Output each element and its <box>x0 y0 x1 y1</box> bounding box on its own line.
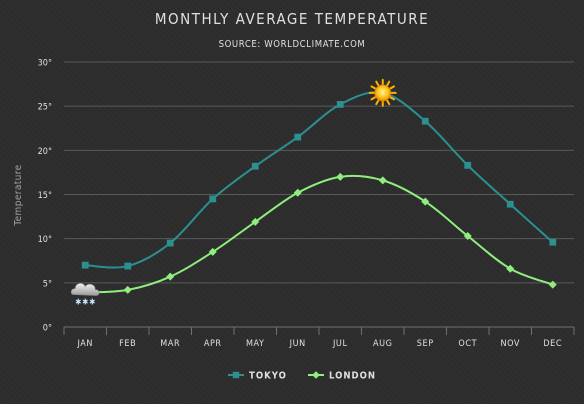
data-point-tokyo <box>294 133 302 141</box>
data-point-tokyo <box>336 101 344 108</box>
series-line-tokyo <box>85 91 554 269</box>
x-tick-label: DEC <box>543 339 562 349</box>
data-point-london <box>421 197 430 206</box>
series-layer <box>81 91 557 294</box>
sun-ray <box>375 80 380 87</box>
legend-label-tokyo: TOKYO <box>249 371 287 382</box>
legend-label-london: LONDON <box>329 371 376 382</box>
chart-subtitle: SOURCE: WORLDCLIMATE.COM <box>219 39 366 50</box>
sun-icon <box>368 78 397 107</box>
y-axis-title: Temperature <box>13 164 24 226</box>
x-axis: JAN FEB MAR APR MAY JUN JUL AUG SEP OCT NOV DEC <box>63 327 575 349</box>
sun-ray <box>370 85 377 90</box>
y-tick-label: 25° <box>38 103 52 113</box>
data-point-tokyo <box>251 162 259 170</box>
sun-ray <box>385 98 391 106</box>
data-point-tokyo <box>209 195 217 203</box>
data-point-london <box>378 176 387 185</box>
legend-marker-london <box>312 371 320 379</box>
data-point-tokyo <box>166 239 174 247</box>
data-point-london <box>123 285 132 294</box>
legend-item-london[interactable]: LONDON <box>308 371 376 382</box>
y-tick-label: 0° <box>43 324 52 334</box>
series-london <box>85 172 557 294</box>
grid-lines <box>64 61 574 328</box>
annotation-layer: ✱ ✱ ✱ <box>70 78 397 307</box>
x-tick-label: AUG <box>373 339 393 349</box>
snowflake-icon: ✱ <box>89 298 95 307</box>
x-tick-label: JUL <box>332 339 348 349</box>
sun-ray <box>385 80 391 87</box>
y-tick-label: 5° <box>43 279 52 289</box>
data-point-london <box>208 247 217 256</box>
y-tick-label: 10° <box>38 235 52 245</box>
data-point-london <box>506 264 515 273</box>
data-point-london <box>251 217 260 226</box>
x-tick-label: FEB <box>119 339 136 349</box>
data-point-tokyo <box>549 238 557 246</box>
data-point-tokyo <box>81 261 89 269</box>
data-point-london <box>463 232 472 241</box>
data-point-london <box>548 280 557 289</box>
data-point-tokyo <box>124 262 132 270</box>
legend-item-tokyo[interactable]: TOKYO <box>228 371 287 382</box>
x-tick-label: MAR <box>160 339 180 349</box>
snowflake-icon: ✱ <box>75 298 81 307</box>
x-tick-label: JUN <box>289 339 306 349</box>
y-axis: 0° 5° 10° 15° 20° 25° 30° <box>38 59 52 334</box>
x-tick-label: NOV <box>500 339 520 349</box>
y-tick-label: 15° <box>38 191 52 201</box>
snow-cloud-icon: ✱ ✱ ✱ <box>70 283 100 307</box>
data-point-london <box>336 172 345 181</box>
sun-ray <box>375 98 380 106</box>
legend-marker-tokyo <box>232 371 240 379</box>
data-point-tokyo <box>421 117 429 125</box>
snowflake-icon: ✱ <box>82 298 88 307</box>
legend[interactable]: TOKYO LONDON <box>228 371 376 382</box>
series-tokyo <box>81 91 557 270</box>
sun-ray <box>370 95 377 101</box>
x-tick-label: JAN <box>76 339 93 349</box>
x-tick-label: MAY <box>246 339 265 349</box>
data-point-london <box>166 272 175 281</box>
data-point-london <box>293 188 302 197</box>
sun-ray <box>388 95 396 101</box>
x-tick-label: OCT <box>458 339 477 349</box>
y-tick-label: 20° <box>38 147 52 157</box>
data-point-tokyo <box>506 200 514 208</box>
sun-disc <box>374 84 392 102</box>
sun-ray <box>388 85 396 90</box>
y-tick-label: 30° <box>38 59 52 69</box>
x-tick-label: APR <box>204 339 222 349</box>
cloud-shape <box>70 283 100 296</box>
x-tick-label: SEP <box>417 339 434 349</box>
data-point-tokyo <box>464 161 472 169</box>
chart-title: MONTHLY AVERAGE TEMPERATURE <box>155 10 429 28</box>
series-line-london <box>85 174 554 294</box>
